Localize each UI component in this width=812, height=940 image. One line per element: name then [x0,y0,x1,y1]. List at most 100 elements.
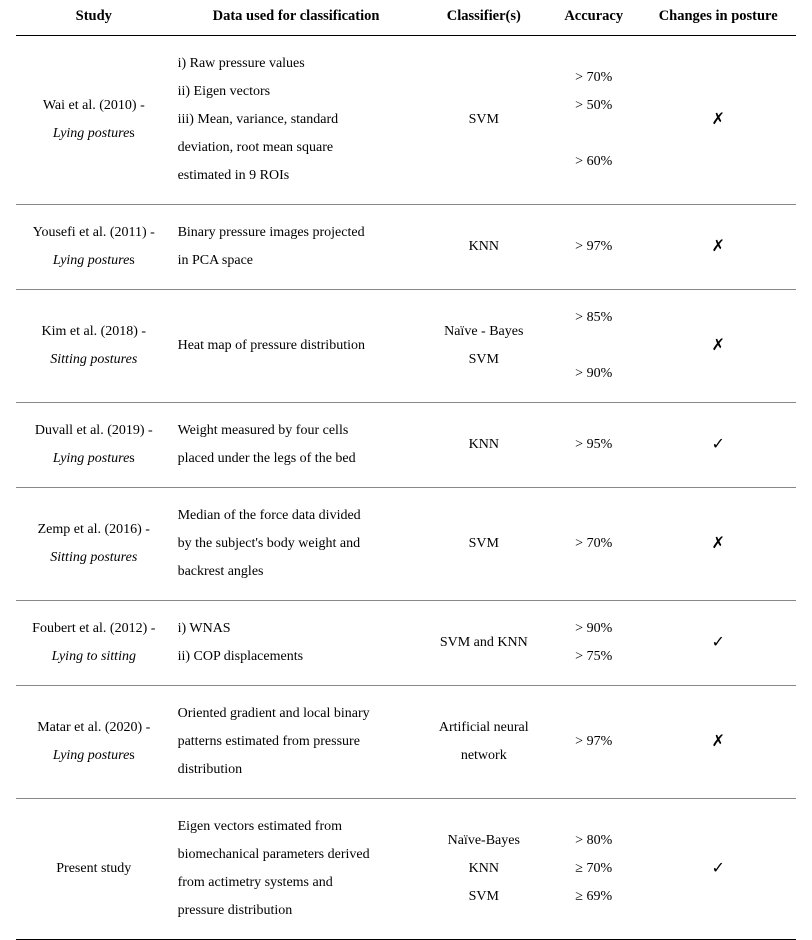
classifier-line: SVM and KNN [427,629,542,657]
accuracy-line: > 50% [553,92,634,120]
cell-data: Eigen vectors estimated frombiomechanica… [172,799,421,940]
study-sub-italic: Lying to sitting [52,649,136,664]
cell-data: Oriented gradient and local binarypatter… [172,686,421,799]
data-line: Eigen vectors estimated from [178,813,415,841]
data-line: patterns estimated from pressure [178,728,415,756]
data-line: from actimetry systems and [178,869,415,897]
accuracy-line: > 70% [553,64,634,92]
accuracy-line: > 70% [553,530,634,558]
study-sub: Lying postures [22,742,166,770]
cell-accuracy: > 70%> 50% > 60% [547,36,640,205]
study-main: Wai et al. (2010) - [22,92,166,120]
cell-changes: ✗ [640,205,796,290]
accuracy-line: ≥ 69% [553,883,634,911]
study-sub: Lying postures [22,445,166,473]
study-sub: Sitting postures [22,544,166,572]
data-line: iii) Mean, variance, standard [178,106,415,134]
classifier-line: SVM [427,106,542,134]
cell-classifier: SVM [421,36,548,205]
header-row: Study Data used for classification Class… [16,0,796,36]
table-row: Wai et al. (2010) -Lying posturesi) Raw … [16,36,796,205]
accuracy-line: > 97% [553,728,634,756]
table-row: Yousefi et al. (2011) -Lying posturesBin… [16,205,796,290]
study-sub-italic: Sitting postures [50,352,137,367]
cell-study: Yousefi et al. (2011) -Lying postures [16,205,172,290]
cell-changes: ✓ [640,601,796,686]
accuracy-line: > 90% [553,615,634,643]
check-icon: ✓ [646,627,790,659]
cell-changes: ✗ [640,686,796,799]
classifier-line: Naïve-Bayes [427,827,542,855]
study-sub: Lying to sitting [22,643,166,671]
data-line: estimated in 9 ROIs [178,162,415,190]
header-changes: Changes in posture [640,0,796,36]
x-icon: ✗ [646,726,790,758]
x-icon: ✗ [646,330,790,362]
cell-study: Wai et al. (2010) -Lying postures [16,36,172,205]
data-line: distribution [178,756,415,784]
data-line: backrest angles [178,558,415,586]
cell-changes: ✓ [640,799,796,940]
accuracy-line: > 80% [553,827,634,855]
accuracy-line [553,332,634,360]
table-row: Duvall et al. (2019) -Lying posturesWeig… [16,403,796,488]
classifier-line: Artificial neural [427,714,542,742]
study-sub-italic: Lying posture [53,253,129,268]
data-line: deviation, root mean square [178,134,415,162]
cell-study: Duvall et al. (2019) -Lying postures [16,403,172,488]
cell-classifier: Naïve-BayesKNNSVM [421,799,548,940]
data-line: Heat map of pressure distribution [178,332,415,360]
accuracy-line: > 90% [553,360,634,388]
data-line: ii) Eigen vectors [178,78,415,106]
comparison-table: Study Data used for classification Class… [16,0,796,940]
study-sub: Lying postures [22,120,166,148]
study-sub-italic: Sitting postures [50,550,137,565]
table-row: Matar et al. (2020) -Lying posturesOrien… [16,686,796,799]
classifier-line: network [427,742,542,770]
study-sub-italic: Lying posture [53,748,129,763]
study-main: Foubert et al. (2012) - [22,615,166,643]
classifier-line: SVM [427,883,542,911]
data-line: pressure distribution [178,897,415,925]
cell-accuracy: > 90%> 75% [547,601,640,686]
x-icon: ✗ [646,104,790,136]
study-sub: Sitting postures [22,346,166,374]
header-accuracy: Accuracy [547,0,640,36]
study-sub-plain: s [129,451,134,466]
classifier-line: KNN [427,855,542,883]
cell-accuracy: > 85% > 90% [547,290,640,403]
data-line: i) Raw pressure values [178,50,415,78]
accuracy-line: > 97% [553,233,634,261]
header-data: Data used for classification [172,0,421,36]
check-icon: ✓ [646,853,790,885]
study-main: Zemp et al. (2016) - [22,516,166,544]
study-main: Duvall et al. (2019) - [22,417,166,445]
cell-classifier: Artificial neuralnetwork [421,686,548,799]
cell-accuracy: > 70% [547,488,640,601]
header-classifier: Classifier(s) [421,0,548,36]
cell-data: i) Raw pressure valuesii) Eigen vectorsi… [172,36,421,205]
classifier-line: KNN [427,431,542,459]
cell-data: Binary pressure images projectedin PCA s… [172,205,421,290]
cell-data: i) WNASii) COP displacements [172,601,421,686]
cell-data: Weight measured by four cellsplaced unde… [172,403,421,488]
data-line: Weight measured by four cells [178,417,415,445]
data-line: biomechanical parameters derived [178,841,415,869]
study-sub-italic: Lying posture [53,451,129,466]
study-main: Matar et al. (2020) - [22,714,166,742]
cell-data: Heat map of pressure distribution [172,290,421,403]
table-row: Kim et al. (2018) - Sitting postures Heat … [16,290,796,403]
data-line: Median of the force data divided [178,502,415,530]
data-line: i) WNAS [178,615,415,643]
accuracy-line: > 85% [553,304,634,332]
cell-study: Zemp et al. (2016) - Sitting postures [16,488,172,601]
cell-study: Present study [16,799,172,940]
cell-changes: ✗ [640,36,796,205]
cell-classifier: SVM [421,488,548,601]
x-icon: ✗ [646,231,790,263]
cell-study: Matar et al. (2020) -Lying postures [16,686,172,799]
study-main: Kim et al. (2018) - [22,318,166,346]
data-line: in PCA space [178,247,415,275]
cell-classifier: KNN [421,403,548,488]
accuracy-line [553,120,634,148]
